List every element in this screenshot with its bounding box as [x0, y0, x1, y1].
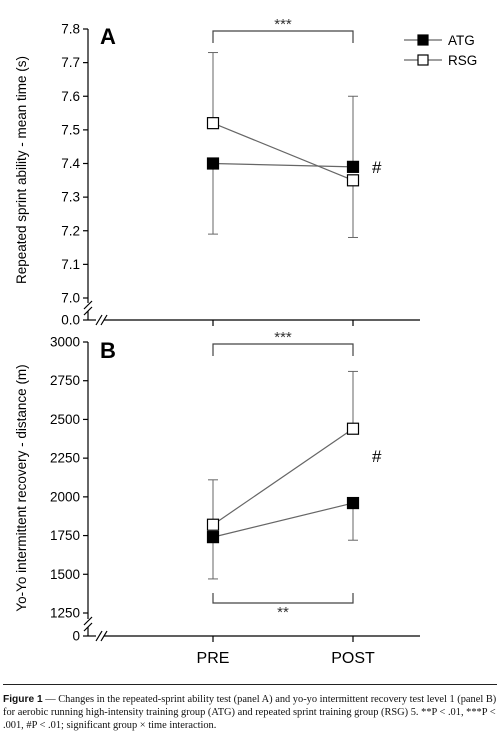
figure-caption: Figure 1 — Changes in the repeated-sprin…	[3, 684, 497, 733]
panel-b-axis-break-mark	[83, 616, 93, 626]
panel-a-y-tick-label: 7.0	[61, 291, 80, 306]
panel-a-rsg-point-pre	[206, 117, 220, 130]
panel-b-y-tick-label: 2500	[50, 412, 80, 427]
panel-a-interaction-marker: #	[372, 158, 382, 177]
panel-b-y-tick-label: 1750	[50, 528, 80, 543]
figure-chart: 7.8 7.7 7.6 7.5 7.4 7.3 7.2 7.1 7.0 0.0 Repeated s…	[14, 16, 477, 667]
panel-a-y-tick-label: 7.7	[61, 55, 80, 70]
panel-b-x-axis-break-mark	[95, 630, 103, 642]
panel-a-y-tick-label: 7.1	[61, 257, 80, 272]
legend-label-atg: ATG	[448, 33, 475, 48]
panel-a-atg-point-pre	[206, 157, 220, 170]
panel-a-bracket-top-label: ***	[274, 16, 292, 33]
panel-a-y-tick-label: 7.8	[61, 22, 80, 37]
panel-a-x-axis-break-mark	[95, 314, 103, 326]
panel-b-atg-line	[212, 502, 354, 538]
legend-marker-rsg	[417, 54, 429, 66]
panel-a-y-tick-label-zero: 0.0	[61, 313, 80, 328]
panel-a-y-tick-label: 7.5	[61, 122, 80, 137]
panel-b-y-tick-label: 1500	[50, 567, 80, 582]
panel-b-rsg-point-post	[346, 422, 360, 435]
panel-b-rsg-line	[212, 428, 354, 526]
panel-a-y-tick-label: 7.4	[61, 156, 80, 171]
panel-b-y-tick-label: 1250	[50, 606, 80, 621]
panel-b-bracket-bottom-label: **	[277, 604, 289, 621]
caption-label: Figure 1	[3, 694, 43, 705]
panel-b-axis-break-mark	[83, 622, 93, 632]
panel-a-y-tick-label: 7.3	[61, 190, 80, 205]
panel-b-y-tick-label: 3000	[50, 335, 80, 350]
panel-b-bracket-top-label: ***	[274, 329, 292, 346]
panel-a-label: A	[100, 24, 116, 49]
panel-b-label: B	[100, 338, 116, 363]
panel-a-y-tick-label: 7.6	[61, 89, 80, 104]
panel-b-y-tick-label: 2250	[50, 451, 80, 466]
panel-a-rsg-line	[212, 122, 354, 181]
panel-a-rsg-point-post	[346, 174, 360, 187]
panel-b-atg-point-post	[346, 496, 360, 510]
panel-b-interaction-marker: #	[372, 447, 382, 466]
panel-b-y-tick-label: 2750	[50, 373, 80, 388]
panel-b-rsg-point-pre	[206, 518, 220, 531]
legend-marker-atg	[417, 34, 429, 46]
panel-b-y-tick-label-zero: 0	[72, 629, 80, 644]
panel-a-y-tick-label: 7.2	[61, 223, 80, 238]
panel-b-atg-point-pre	[206, 531, 220, 544]
panel-b-y-axis-label: Yo-Yo intermittent recovery - distance (…	[14, 364, 29, 611]
panel-b-bracket-top	[212, 343, 354, 356]
panel-a-axis-break-mark	[83, 306, 93, 316]
panel-a-atg-point-post	[346, 160, 360, 173]
caption-text: — Changes in the repeated-sprint ability…	[3, 694, 497, 732]
panel-a-atg-line	[212, 162, 354, 168]
x-tick-label-pre: PRE	[197, 650, 230, 667]
x-tick-label-post: POST	[331, 650, 375, 667]
panel-b-y-tick-label: 2000	[50, 489, 80, 504]
panel-b-bracket-bottom	[212, 593, 354, 604]
panel-a-y-axis-label: Repeated sprint ability - mean time (s)	[14, 56, 29, 284]
legend-label-rsg: RSG	[448, 53, 477, 68]
panel-a-bracket-top	[212, 30, 354, 43]
panel-a-axis-break-mark	[83, 300, 93, 310]
